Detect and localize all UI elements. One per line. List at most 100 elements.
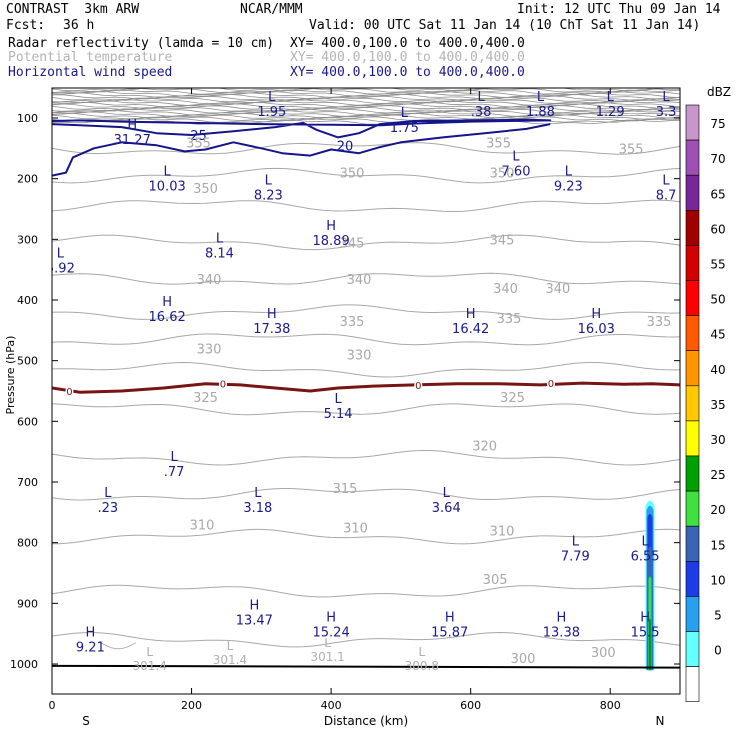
wind-extremum-marker: L — [265, 174, 273, 189]
theta-label: 355 — [486, 136, 511, 151]
colorbar-swatch — [685, 596, 700, 632]
field-reflectivity-xy: XY= 400.0,100.0 to 400.0,400.0 — [290, 36, 525, 51]
wind-extremum-marker: L — [607, 90, 615, 105]
field-wind-name: Horizontal wind speed — [8, 65, 173, 80]
theta-label: 335 — [497, 312, 522, 327]
x-axis-title: Distance (km) — [324, 714, 408, 728]
theta-contour — [52, 488, 680, 501]
zero-dbz-line — [52, 381, 680, 394]
wind-extremum-marker: H — [591, 307, 601, 322]
wind-extremum-value: .23 — [97, 501, 118, 516]
colorbar-swatch — [685, 104, 700, 141]
colorbar-swatch — [685, 245, 700, 281]
colorbar-swatch — [685, 210, 700, 246]
wind-extremum-value: .77 — [164, 465, 185, 480]
wind-extremum-value: 13.38 — [543, 626, 580, 641]
upper-theta-line — [52, 112, 680, 119]
wind-extremum-marker: H — [162, 295, 172, 310]
theta-label: 300 — [511, 652, 536, 667]
colorbar-level: 75 — [710, 117, 725, 131]
colorbar-swatch — [685, 174, 700, 211]
theta-label: 340 — [545, 282, 570, 297]
theta-label: 355 — [186, 136, 211, 151]
wind-extremum-marker: L — [164, 165, 172, 180]
theta-label: 330 — [347, 349, 372, 364]
colorbar-level: 60 — [710, 222, 725, 236]
wind-extremum-value: 8.14 — [205, 246, 234, 261]
wind-extremum-value: 9.23 — [554, 180, 583, 195]
y-tick-label: 400 — [17, 294, 38, 307]
y-tick-label: 1000 — [10, 658, 38, 671]
theta-label: 320 — [472, 440, 497, 455]
theta-label: 350 — [193, 182, 218, 197]
wind-layer: 25 20 0 0 0 0 — [52, 118, 680, 669]
wind-extremum-value: 3.18 — [243, 501, 272, 516]
wind-extremum-value: 3.3 — [656, 105, 677, 120]
center-name: NCAR/MMM — [240, 2, 303, 17]
colorbar-swatch — [685, 525, 700, 562]
theta-contour — [52, 142, 680, 155]
plot-frame — [51, 87, 681, 695]
field-wind-xy: XY= 400.0,100.0 to 400.0,400.0 — [290, 65, 525, 80]
wind-extremum-value: 1.88 — [526, 105, 555, 120]
x-tick-label: 0 — [49, 699, 56, 712]
wind-extremum-marker: L — [170, 450, 178, 465]
theta-contour — [52, 403, 680, 416]
x-tick-label: 200 — [181, 699, 202, 712]
wind-extremum-marker: L — [537, 90, 545, 105]
wind-extremum-value: 7.60 — [502, 164, 531, 179]
colorbar-unit: dBZ — [707, 85, 731, 99]
colorbar-level: 5 — [714, 609, 722, 623]
terrain-line — [52, 664, 680, 669]
wind-extremum-value: 31.27 — [114, 133, 151, 148]
theta-contour — [52, 167, 680, 184]
theta-low-value: 301.4 — [213, 653, 247, 667]
colorbar-level: 0 — [714, 644, 722, 658]
colorbar-level: 65 — [710, 187, 725, 201]
colorbar-level: 50 — [710, 293, 725, 307]
wind-extremum-marker: L — [104, 486, 112, 501]
wind-extremum-value: 5.92 — [46, 262, 75, 277]
theta-label: 310 — [343, 522, 368, 537]
wind-extremum-value: .38 — [471, 105, 492, 120]
wind-extremum-marker: L — [662, 90, 670, 105]
reflectivity-core-band — [648, 618, 651, 671]
theta-contour — [52, 199, 680, 212]
wind-extremum-value: 8.23 — [254, 189, 283, 204]
fcst-label: Fcst: — [6, 18, 46, 33]
upper-theta-line — [52, 88, 680, 93]
zero-line-label: 0 — [66, 387, 72, 398]
theta-label: 300 — [591, 646, 616, 661]
wind-extremum-marker: H — [249, 598, 259, 613]
theta-low-marker: L — [146, 645, 153, 659]
zero-line-label: 0 — [415, 381, 421, 392]
y-tick-label: 200 — [17, 173, 38, 186]
upper-theta-line — [52, 95, 680, 102]
y-axis-title: Pressure (hPa) — [4, 336, 17, 415]
wind-extremum-marker: L — [268, 90, 276, 105]
theta-label: 345 — [340, 236, 365, 251]
wind-extremum-value: 18.89 — [313, 234, 350, 249]
theta-contour — [52, 528, 680, 545]
theta-label: 310 — [190, 518, 215, 533]
surface-theta-contour — [100, 642, 136, 650]
theta-label: 345 — [490, 233, 515, 248]
colorbar-swatch — [685, 350, 700, 387]
theta-contour — [52, 272, 680, 285]
theta-label: 340 — [347, 273, 372, 288]
wind-extremum-marker: L — [334, 392, 342, 407]
theta-label: 340 — [493, 282, 518, 297]
theta-low-marker: L — [227, 639, 234, 653]
colorbar-swatch — [685, 666, 700, 702]
colorbar-level: 70 — [710, 152, 725, 166]
x-tick-label: 600 — [460, 699, 481, 712]
wind-extremum-marker: H — [85, 626, 95, 641]
wind-contour — [52, 123, 551, 177]
wind-extremum-marker: H — [640, 611, 650, 626]
colorbar-level: 40 — [710, 363, 725, 377]
colorbar-level: 25 — [710, 468, 725, 482]
upper-theta-line — [52, 89, 680, 95]
wind-extremum-value: 1.75 — [390, 121, 419, 136]
